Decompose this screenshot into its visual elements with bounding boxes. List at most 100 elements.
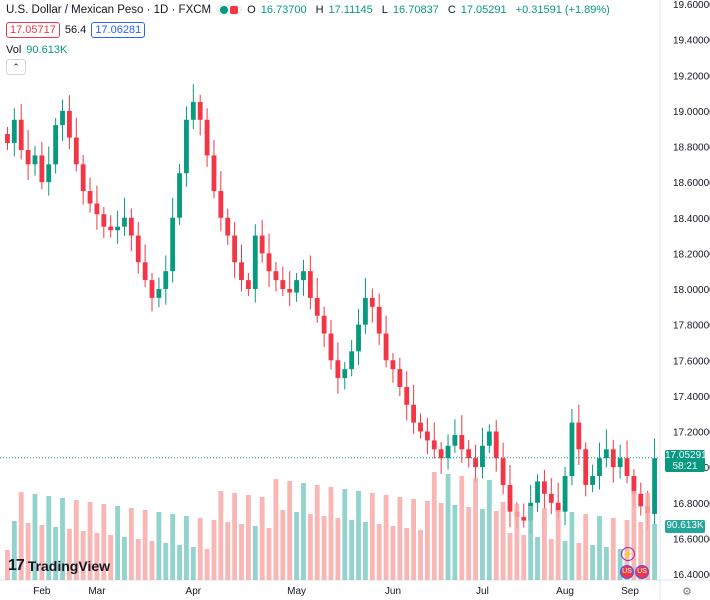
volume-bar	[473, 478, 478, 580]
volume-bar	[328, 487, 334, 580]
y-tick-label: 18.00000	[673, 285, 710, 296]
volume-bar	[555, 510, 561, 580]
candle-body	[562, 476, 568, 512]
candle-body	[617, 458, 623, 468]
volume-bar	[266, 528, 272, 580]
us-flag-icon-2[interactable]: US	[635, 565, 649, 579]
market-status-icons[interactable]	[216, 5, 243, 15]
volume-bar	[108, 535, 114, 580]
y-tick-label: 17.20000	[673, 428, 710, 439]
candle-body	[486, 431, 492, 446]
candle-body	[273, 271, 279, 281]
tradingview-logo[interactable]: 17 TradingView	[8, 557, 110, 575]
last-price-label: 17.05291 58:21	[665, 450, 707, 472]
low-label: L	[381, 4, 388, 16]
candle-body	[66, 110, 72, 138]
candle-body	[631, 476, 637, 494]
lightning-icon[interactable]: ⚡	[621, 547, 635, 561]
x-tick-label: Mar	[88, 586, 106, 597]
buy-button[interactable]: 17.06281	[91, 22, 146, 38]
volume-bar	[535, 537, 540, 580]
volume-label[interactable]: Vol	[6, 44, 22, 56]
menu-icon	[230, 6, 239, 14]
candle-body	[445, 445, 451, 459]
quote-row: 17.05717 56.4 17.06281	[6, 22, 146, 38]
x-tick-label: Aug	[556, 586, 574, 597]
volume-bar	[597, 516, 602, 580]
candle-body	[301, 271, 306, 281]
candle-body	[184, 119, 189, 174]
candle-body	[225, 217, 231, 236]
candle-body	[376, 306, 382, 334]
volume-bar	[232, 493, 238, 580]
y-tick-label: 17.60000	[673, 356, 710, 367]
candle-body	[438, 449, 444, 459]
candle-body	[135, 235, 141, 263]
candle-body	[80, 164, 86, 192]
candle-body	[555, 502, 561, 512]
candle-body	[149, 280, 155, 298]
volume-bar	[204, 549, 210, 580]
volume-bar	[514, 504, 520, 580]
volume-bar	[245, 495, 251, 580]
volume-bar	[170, 514, 176, 580]
candle-body	[266, 253, 272, 272]
candle-body	[576, 422, 582, 450]
candle-body	[507, 484, 513, 512]
volume-bar	[590, 545, 596, 580]
volume-bar	[438, 503, 444, 580]
candle-body	[610, 449, 616, 468]
sell-button[interactable]: 17.05717	[6, 22, 60, 38]
settings-gear-icon[interactable]: ⚙	[682, 586, 692, 598]
low-value: 16.70837	[392, 4, 439, 16]
collapse-legend-button[interactable]: ⌃	[6, 59, 26, 75]
volume-bar	[307, 514, 313, 580]
volume-bar	[115, 506, 120, 580]
volume-bar	[397, 497, 403, 580]
symbol-title[interactable]: U.S. Dollar / Mexican Peso · 1D · FXCM	[6, 4, 212, 16]
volume-bar	[294, 512, 299, 580]
candle-body	[142, 262, 148, 281]
volume-price-label: 90.613K	[665, 520, 705, 533]
candle-body	[252, 235, 258, 289]
spread-value: 56.4	[64, 24, 87, 36]
volume-bar	[583, 514, 589, 580]
us-flag-icon[interactable]: US	[620, 565, 634, 579]
open-label: O	[247, 4, 256, 16]
close-value: 17.05291	[460, 4, 507, 16]
volume-bar	[321, 516, 327, 580]
candle-body	[60, 110, 65, 126]
y-tick-label: 18.60000	[673, 178, 710, 189]
candle-body	[542, 481, 547, 494]
volume-bar	[163, 543, 169, 580]
volume-bar	[197, 518, 203, 580]
volume-bar	[211, 520, 217, 580]
candle-body	[383, 333, 389, 361]
volume-bar	[18, 492, 24, 580]
candle-body	[294, 280, 299, 293]
chart-legend: U.S. Dollar / Mexican Peso · 1D · FXCM O…	[6, 4, 614, 16]
volume-bar	[610, 518, 616, 580]
candle-body	[115, 226, 120, 231]
candle-body	[500, 458, 506, 485]
volume-bar	[521, 535, 527, 580]
volume-bar	[101, 504, 107, 580]
candle-body	[597, 458, 602, 477]
candle-body	[280, 280, 286, 289]
candle-body	[307, 271, 313, 298]
candle-body	[46, 164, 52, 183]
candle-body	[314, 297, 320, 316]
candle-body	[411, 404, 417, 423]
candle-body	[87, 191, 93, 204]
y-tick-label: 19.60000	[673, 0, 710, 11]
volume-bar	[239, 524, 244, 580]
volume-bar	[617, 549, 623, 580]
volume-bar	[369, 493, 375, 580]
x-tick-label: Feb	[33, 586, 51, 597]
market-open-icon	[220, 6, 229, 14]
volume-bar	[528, 506, 534, 580]
y-tick-label: 17.80000	[673, 321, 710, 332]
x-tick-label: May	[287, 586, 306, 597]
y-tick-label: 16.60000	[673, 534, 710, 545]
